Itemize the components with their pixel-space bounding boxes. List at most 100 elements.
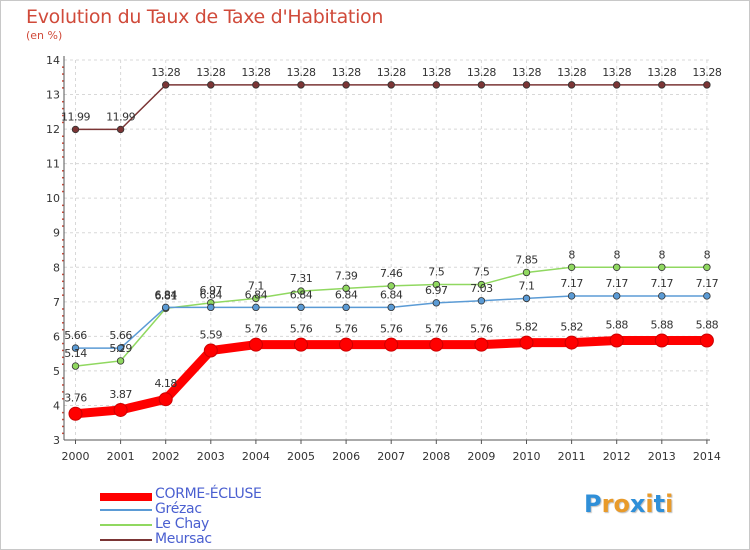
data-label-0: 4.18	[154, 377, 177, 390]
data-label-2: 7.31	[290, 272, 313, 285]
proxiti-logo: Proxiti	[584, 490, 673, 518]
y-tick-label: 6	[53, 330, 60, 343]
y-minor-tick	[62, 363, 64, 365]
data-label-0: 5.82	[515, 321, 538, 334]
data-label-3: 13.28	[287, 66, 316, 79]
data-point-0	[68, 406, 83, 421]
data-point-0	[158, 392, 173, 407]
x-tick-label: 2012	[603, 450, 631, 463]
data-point-0	[519, 335, 534, 350]
data-point-0	[429, 337, 444, 352]
data-point-2	[71, 362, 80, 370]
data-label-2: 7.5	[428, 266, 444, 279]
data-point-2	[522, 268, 531, 277]
data-label-1: 7.17	[560, 277, 583, 290]
logo-letter: i	[665, 490, 674, 518]
data-point-2	[658, 263, 666, 271]
data-label-0: 3.76	[64, 392, 87, 405]
y-minor-tick	[62, 432, 64, 435]
data-label-1: 7.03	[470, 282, 493, 295]
y-minor-tick	[62, 418, 64, 421]
y-minor-tick	[62, 149, 64, 151]
y-minor-tick	[62, 315, 64, 317]
y-tick-label: 7	[53, 296, 60, 309]
logo-letter: i	[645, 490, 654, 518]
y-minor-tick	[62, 239, 64, 241]
data-label-1: 6.97	[425, 284, 448, 297]
data-label-0: 5.76	[470, 323, 493, 336]
data-point-2	[477, 280, 486, 289]
data-label-2: 6.97	[200, 284, 223, 297]
data-label-1: 6.84	[154, 288, 177, 301]
x-tick-label: 2008	[422, 450, 450, 463]
y-minor-tick	[62, 425, 64, 428]
y-minor-tick	[62, 211, 64, 213]
x-tick-label: 2003	[197, 450, 225, 463]
data-label-0: 5.76	[245, 323, 268, 336]
data-label-1: 6.84	[380, 288, 403, 301]
data-point-2	[297, 287, 305, 295]
y-tick-label: 8	[53, 261, 60, 274]
y-minor-tick	[62, 80, 64, 82]
data-point-1	[116, 344, 125, 352]
data-label-3: 13.28	[647, 66, 676, 79]
y-minor-tick	[62, 176, 64, 179]
y-minor-tick	[62, 114, 64, 117]
y-minor-tick	[62, 308, 64, 310]
data-point-0	[113, 402, 128, 417]
legend-label: Grézac	[155, 501, 202, 517]
data-point-3	[567, 81, 576, 89]
x-tick-label: 2014	[693, 450, 721, 463]
y-minor-tick	[62, 246, 64, 248]
legend-label: Meursac	[155, 531, 212, 547]
data-point-3	[207, 81, 215, 89]
y-minor-tick	[62, 142, 64, 144]
data-point-3	[387, 81, 395, 89]
x-tick-label: 2010	[513, 450, 541, 463]
data-label-2: 7.5	[473, 266, 489, 279]
data-point-3	[116, 125, 125, 134]
y-tick-label: 11	[46, 158, 60, 171]
legend-label: CORME-ÉCLUSE	[155, 486, 262, 502]
data-label-3: 13.28	[151, 66, 180, 79]
x-tick-label: 2000	[62, 450, 90, 463]
y-minor-tick	[62, 225, 64, 227]
x-tick-label: 2011	[558, 450, 586, 463]
data-point-3	[658, 81, 666, 89]
data-point-3	[477, 81, 486, 89]
legend-swatch	[100, 524, 152, 526]
data-point-0	[699, 333, 714, 348]
data-point-2	[613, 263, 621, 271]
y-minor-tick	[62, 398, 64, 400]
data-label-1: 7.17	[605, 277, 628, 290]
data-label-1: 6.84	[335, 288, 358, 301]
x-tick-label: 2006	[332, 450, 360, 463]
data-label-0: 5.88	[605, 319, 628, 332]
y-minor-tick	[62, 170, 64, 172]
data-point-1	[477, 297, 486, 305]
data-point-1	[252, 303, 260, 312]
data-label-2: 7.39	[335, 269, 358, 282]
y-minor-tick	[62, 156, 64, 158]
y-tick-label: 9	[53, 227, 60, 240]
data-point-2	[567, 263, 576, 271]
data-point-0	[248, 337, 263, 352]
x-tick-label: 2009	[467, 450, 495, 463]
data-label-0: 5.88	[696, 319, 719, 332]
data-point-1	[207, 303, 215, 312]
y-minor-tick	[62, 190, 64, 193]
data-point-1	[613, 292, 621, 300]
data-point-3	[297, 81, 305, 89]
y-minor-tick	[62, 391, 64, 393]
data-point-1	[161, 303, 170, 312]
data-point-1	[342, 303, 350, 312]
y-tick-label: 12	[46, 123, 60, 136]
x-tick-label: 2005	[287, 450, 315, 463]
data-label-0: 5.76	[335, 323, 358, 336]
data-point-0	[609, 333, 624, 348]
data-point-3	[71, 125, 80, 134]
logo-letter: x	[629, 490, 646, 518]
data-label-3: 13.28	[512, 66, 541, 79]
data-point-0	[384, 337, 399, 352]
data-label-1: 5.66	[64, 329, 87, 342]
